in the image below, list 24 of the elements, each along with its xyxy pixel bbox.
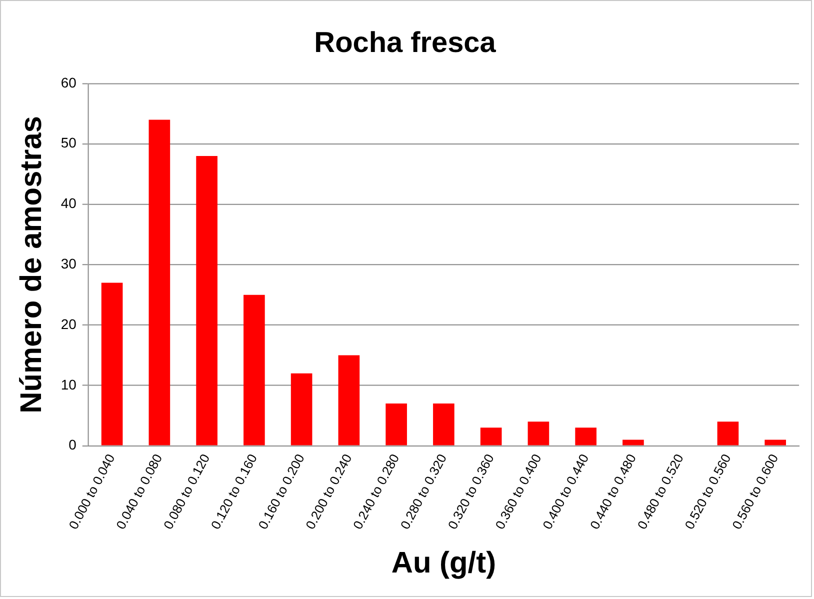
bar [717, 422, 739, 446]
bar [764, 440, 786, 446]
bar [196, 156, 218, 446]
bar [244, 294, 265, 446]
x-axis-title: Au (g/t) [391, 546, 496, 580]
bar [386, 404, 407, 446]
bar [290, 373, 312, 446]
y-tick-label: 40 [60, 195, 77, 212]
y-tick-label: 60 [60, 74, 77, 90]
bar [101, 282, 123, 446]
chart-title: Rocha fresca [314, 27, 497, 60]
bar [338, 355, 360, 446]
bar [148, 120, 170, 446]
y-tick-label: 30 [60, 256, 77, 272]
bar [528, 422, 550, 446]
y-tick-label: 0 [68, 436, 77, 453]
y-tick-label: 10 [60, 376, 77, 392]
bar [575, 428, 596, 446]
bar [433, 404, 454, 446]
y-tick-label: 50 [60, 134, 77, 151]
y-axis-title: Número de amostras [15, 116, 48, 414]
bar [480, 428, 502, 446]
bar [622, 440, 644, 446]
y-tick-label: 20 [60, 316, 77, 332]
